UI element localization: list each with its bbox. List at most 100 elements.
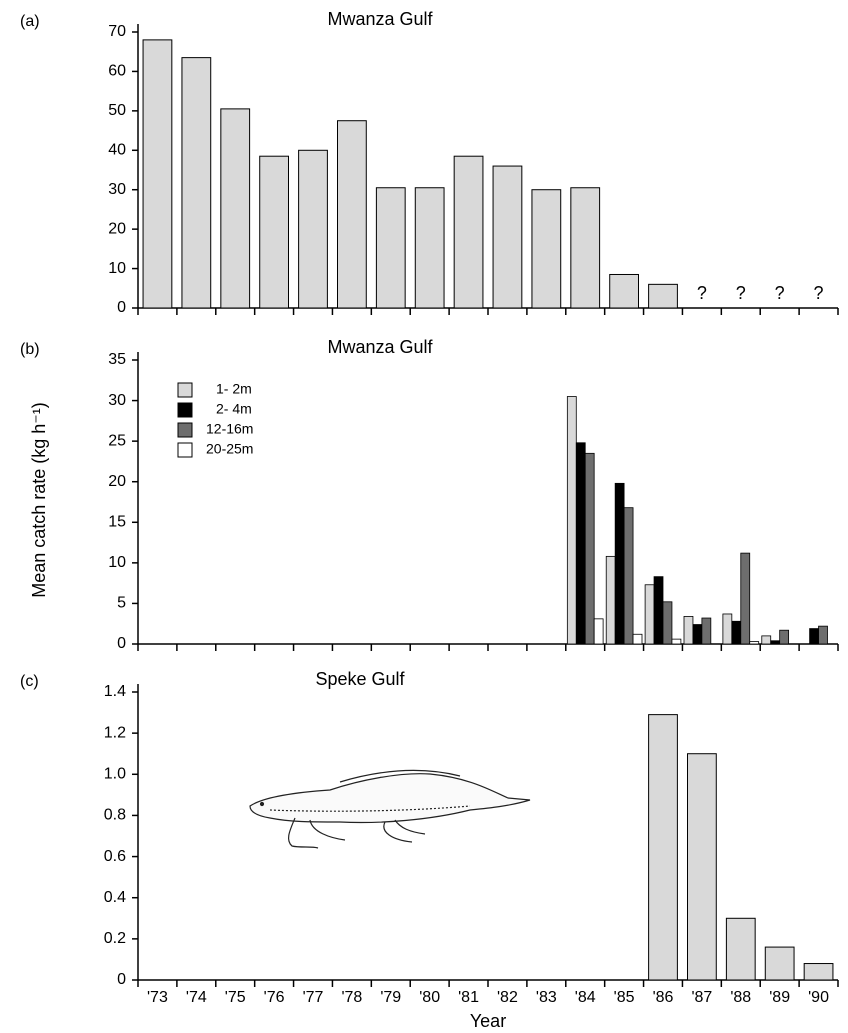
y-tick-label: 0: [117, 971, 126, 988]
bar: [632, 633, 643, 645]
bar: [725, 917, 756, 981]
value-label: ?: [775, 283, 785, 303]
x-tick-label: '89: [769, 989, 790, 1006]
x-tick-label: '79: [380, 989, 401, 1006]
legend-label: 1- 2m: [216, 381, 252, 397]
bar: [687, 753, 717, 981]
x-tick-label: '78: [341, 989, 362, 1006]
panel-label: (a): [20, 13, 40, 30]
panel-label: (b): [20, 341, 40, 358]
fish-drawing: [249, 769, 531, 849]
bar: [779, 629, 790, 645]
value-label: ?: [814, 283, 824, 303]
bar: [644, 584, 655, 645]
y-tick-label: 1.4: [104, 683, 126, 700]
panel-label: (c): [20, 673, 39, 690]
x-tick-label: '84: [575, 989, 596, 1006]
bar: [818, 625, 828, 645]
bar: [662, 601, 673, 645]
bar: [593, 618, 604, 645]
bar: [609, 273, 640, 309]
bar: [492, 165, 523, 309]
y-tick-label: 20: [108, 220, 126, 237]
x-axis-label: Year: [470, 1011, 506, 1031]
legend-label: 2- 4m: [216, 401, 252, 417]
chart-title: Mwanza Gulf: [327, 337, 433, 357]
y-tick-label: 35: [108, 351, 126, 368]
x-tick-label: '82: [497, 989, 518, 1006]
bar: [722, 613, 733, 645]
legend-swatch: [177, 402, 193, 418]
x-tick-label: '80: [419, 989, 440, 1006]
bar: [809, 628, 819, 645]
bar: [181, 57, 212, 309]
bar: [761, 635, 772, 645]
bar: [749, 641, 760, 645]
bar: [605, 555, 616, 645]
y-tick-label: 0: [117, 299, 126, 316]
y-tick-label: 0.8: [104, 807, 126, 824]
bar: [414, 187, 445, 309]
bar: [566, 396, 577, 645]
x-tick-label: '76: [264, 989, 285, 1006]
bar: [584, 452, 595, 645]
x-tick-label: '86: [653, 989, 674, 1006]
y-tick-label: 0: [117, 635, 126, 652]
y-tick-label: 60: [108, 63, 126, 80]
x-tick-label: '88: [730, 989, 751, 1006]
y-tick-label: 40: [108, 142, 126, 159]
bar: [142, 39, 173, 309]
y-tick-label: 0.2: [104, 930, 126, 947]
bar: [692, 624, 703, 645]
y-tick-label: 70: [108, 23, 126, 40]
x-tick-label: '90: [808, 989, 829, 1006]
bar: [740, 552, 751, 645]
y-tick-label: 15: [108, 514, 126, 531]
y-tick-label: 1.2: [104, 724, 126, 741]
bar: [623, 507, 634, 645]
y-tick-label: 50: [108, 102, 126, 119]
bar: [803, 963, 834, 981]
x-tick-label: '73: [147, 989, 168, 1006]
legend-swatch: [177, 442, 193, 458]
chart-title: Mwanza Gulf: [327, 9, 433, 29]
bar: [375, 187, 406, 309]
bar: [298, 149, 328, 309]
x-tick-label: '83: [536, 989, 557, 1006]
bar: [220, 108, 251, 309]
bar: [575, 442, 586, 645]
y-axis-label: Mean catch rate (kg h⁻¹): [29, 402, 49, 598]
y-tick-label: 5: [117, 595, 126, 612]
y-tick-label: 30: [108, 392, 126, 409]
y-tick-label: 30: [108, 181, 126, 198]
bar: [683, 616, 694, 645]
x-tick-label: '74: [186, 989, 207, 1006]
value-label: ?: [697, 283, 707, 303]
y-tick-label: 20: [108, 473, 126, 490]
legend-swatch: [177, 422, 193, 438]
y-tick-label: 0.6: [104, 848, 126, 865]
y-tick-label: 0.4: [104, 889, 126, 906]
legend-swatch: [177, 382, 193, 398]
bar: [731, 620, 742, 645]
bar: [701, 617, 712, 645]
bar: [570, 187, 601, 309]
y-tick-label: 10: [108, 554, 126, 571]
y-tick-label: 25: [108, 432, 126, 449]
y-tick-label: 10: [108, 260, 126, 277]
bar: [531, 189, 562, 309]
bar: [337, 120, 367, 309]
bar: [764, 946, 795, 981]
legend-label: 20-25m: [206, 441, 253, 457]
chart-title: Speke Gulf: [315, 669, 405, 689]
x-tick-label: '81: [458, 989, 479, 1006]
x-tick-label: '87: [691, 989, 712, 1006]
bar: [648, 283, 678, 309]
bar: [614, 482, 625, 645]
legend-label: 12-16m: [206, 421, 253, 437]
bar: [259, 155, 290, 309]
y-tick-label: 1.0: [104, 766, 126, 783]
x-tick-label: '85: [614, 989, 635, 1006]
